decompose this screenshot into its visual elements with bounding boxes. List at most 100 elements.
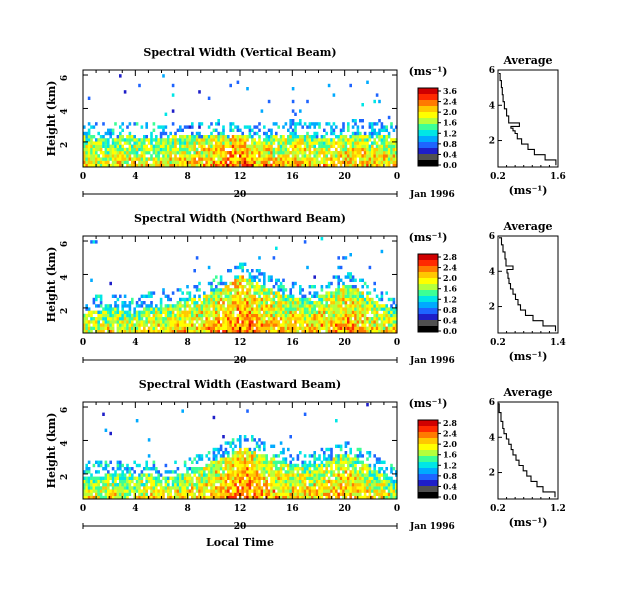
heatmap-cell bbox=[138, 495, 141, 500]
heatmap-cell bbox=[327, 144, 331, 148]
heatmap-cell bbox=[227, 151, 230, 155]
heatmap-cell bbox=[205, 463, 208, 468]
heatmap-cell bbox=[294, 307, 297, 311]
heatmap-cell bbox=[373, 157, 376, 161]
heatmap-cell bbox=[339, 154, 343, 158]
heatmap-cell bbox=[378, 457, 381, 461]
heatmap-cell bbox=[239, 310, 242, 314]
heatmap-cell bbox=[123, 467, 127, 471]
heatmap-cell bbox=[332, 131, 336, 136]
heatmap-cell bbox=[140, 157, 144, 161]
heatmap-cell bbox=[126, 467, 129, 471]
heatmap-cell bbox=[275, 323, 278, 327]
heatmap-cell bbox=[303, 297, 307, 302]
heatmap-cell bbox=[198, 297, 201, 302]
heatmap-cell bbox=[368, 138, 372, 142]
heatmap-cell bbox=[181, 144, 184, 148]
heatmap-cell bbox=[258, 313, 261, 318]
heatmap-cell bbox=[375, 144, 379, 148]
heatmap-cell bbox=[229, 122, 232, 126]
heatmap-cell bbox=[332, 470, 336, 474]
heatmap-cell bbox=[287, 495, 290, 500]
heatmap-cell bbox=[263, 492, 266, 496]
heatmap-cell bbox=[279, 451, 283, 455]
heatmap-cell bbox=[109, 476, 112, 480]
heatmap-cell bbox=[116, 473, 120, 477]
heatmap-cell bbox=[323, 473, 326, 477]
heatmap-cell bbox=[253, 160, 256, 164]
heatmap-cell bbox=[251, 128, 254, 132]
heatmap-cell bbox=[241, 470, 244, 474]
heatmap-cell bbox=[347, 141, 350, 145]
heatmap-cell bbox=[205, 479, 208, 484]
heatmap-cell bbox=[181, 326, 184, 330]
heatmap-cell bbox=[248, 275, 252, 279]
heatmap-cell bbox=[145, 313, 148, 318]
heatmap-cell bbox=[356, 476, 360, 480]
heatmap-cell bbox=[222, 317, 225, 321]
heatmap-cell bbox=[395, 486, 398, 490]
heatmap-cell bbox=[236, 317, 240, 321]
heatmap-cell bbox=[198, 154, 201, 158]
heatmap-cell bbox=[147, 320, 151, 324]
heatmap-cell bbox=[123, 310, 127, 314]
heatmap-cell bbox=[234, 320, 237, 324]
heatmap-cell bbox=[368, 304, 372, 308]
heatmap-cell bbox=[275, 486, 278, 490]
heatmap-cell bbox=[342, 492, 345, 496]
heatmap-cell bbox=[111, 151, 115, 155]
heatmap-cell bbox=[330, 489, 333, 493]
heatmap-cell bbox=[198, 122, 201, 126]
heatmap-cell bbox=[246, 483, 249, 487]
heatmap-cell bbox=[344, 460, 348, 464]
heatmap-cell bbox=[277, 301, 280, 305]
heatmap-cell bbox=[361, 470, 364, 474]
heatmap-cell bbox=[347, 275, 350, 279]
heatmap-cell bbox=[375, 457, 379, 461]
heatmap-cell bbox=[200, 323, 204, 327]
heatmap-cell bbox=[339, 473, 343, 477]
heatmap-cell bbox=[356, 141, 360, 145]
heatmap-cell bbox=[289, 138, 292, 142]
heatmap-cells bbox=[83, 74, 398, 168]
heatmap-cell bbox=[255, 495, 259, 500]
heatmap-cell bbox=[157, 144, 160, 148]
heatmap-cell bbox=[361, 326, 364, 330]
heatmap-cell bbox=[121, 483, 124, 487]
heatmap-cell bbox=[347, 483, 350, 487]
y-tick-label: 4 bbox=[489, 433, 495, 443]
heatmap-cell bbox=[116, 307, 120, 311]
heatmap-cell bbox=[335, 291, 338, 295]
heatmap-cell bbox=[313, 489, 316, 493]
heatmap-cell bbox=[171, 313, 175, 318]
heatmap-cell bbox=[205, 320, 208, 324]
heatmap-cell bbox=[109, 317, 112, 321]
heatmap-cell bbox=[380, 125, 384, 129]
heatmap-cell bbox=[138, 160, 141, 164]
heatmap-cell bbox=[227, 467, 230, 471]
heatmap-cell bbox=[140, 320, 144, 324]
heatmap-cell bbox=[301, 489, 304, 493]
heatmap-cell bbox=[308, 122, 312, 126]
heatmap-cell bbox=[318, 125, 321, 129]
heatmap-cell bbox=[323, 163, 326, 168]
heatmap-cell bbox=[361, 467, 364, 471]
heatmap-cell bbox=[231, 329, 235, 334]
heatmap-cell bbox=[227, 157, 230, 161]
heatmap-cell bbox=[263, 307, 266, 311]
heatmap-cell bbox=[373, 323, 376, 327]
heatmap-cell bbox=[119, 157, 122, 161]
heatmap-cell bbox=[373, 141, 376, 145]
heatmap-cell bbox=[323, 479, 326, 484]
heatmap-cell bbox=[284, 147, 288, 152]
heatmap-cell bbox=[102, 160, 105, 164]
heatmap-cell bbox=[267, 135, 271, 139]
heatmap-cell bbox=[87, 460, 91, 464]
heatmap-cell bbox=[234, 265, 237, 270]
heatmap-cell bbox=[140, 160, 144, 164]
heatmap-cell bbox=[224, 447, 228, 452]
heatmap-cell bbox=[83, 492, 86, 496]
heatmap-cell bbox=[215, 476, 218, 480]
heatmap-cell bbox=[330, 457, 333, 461]
heatmap-cell bbox=[229, 138, 232, 142]
